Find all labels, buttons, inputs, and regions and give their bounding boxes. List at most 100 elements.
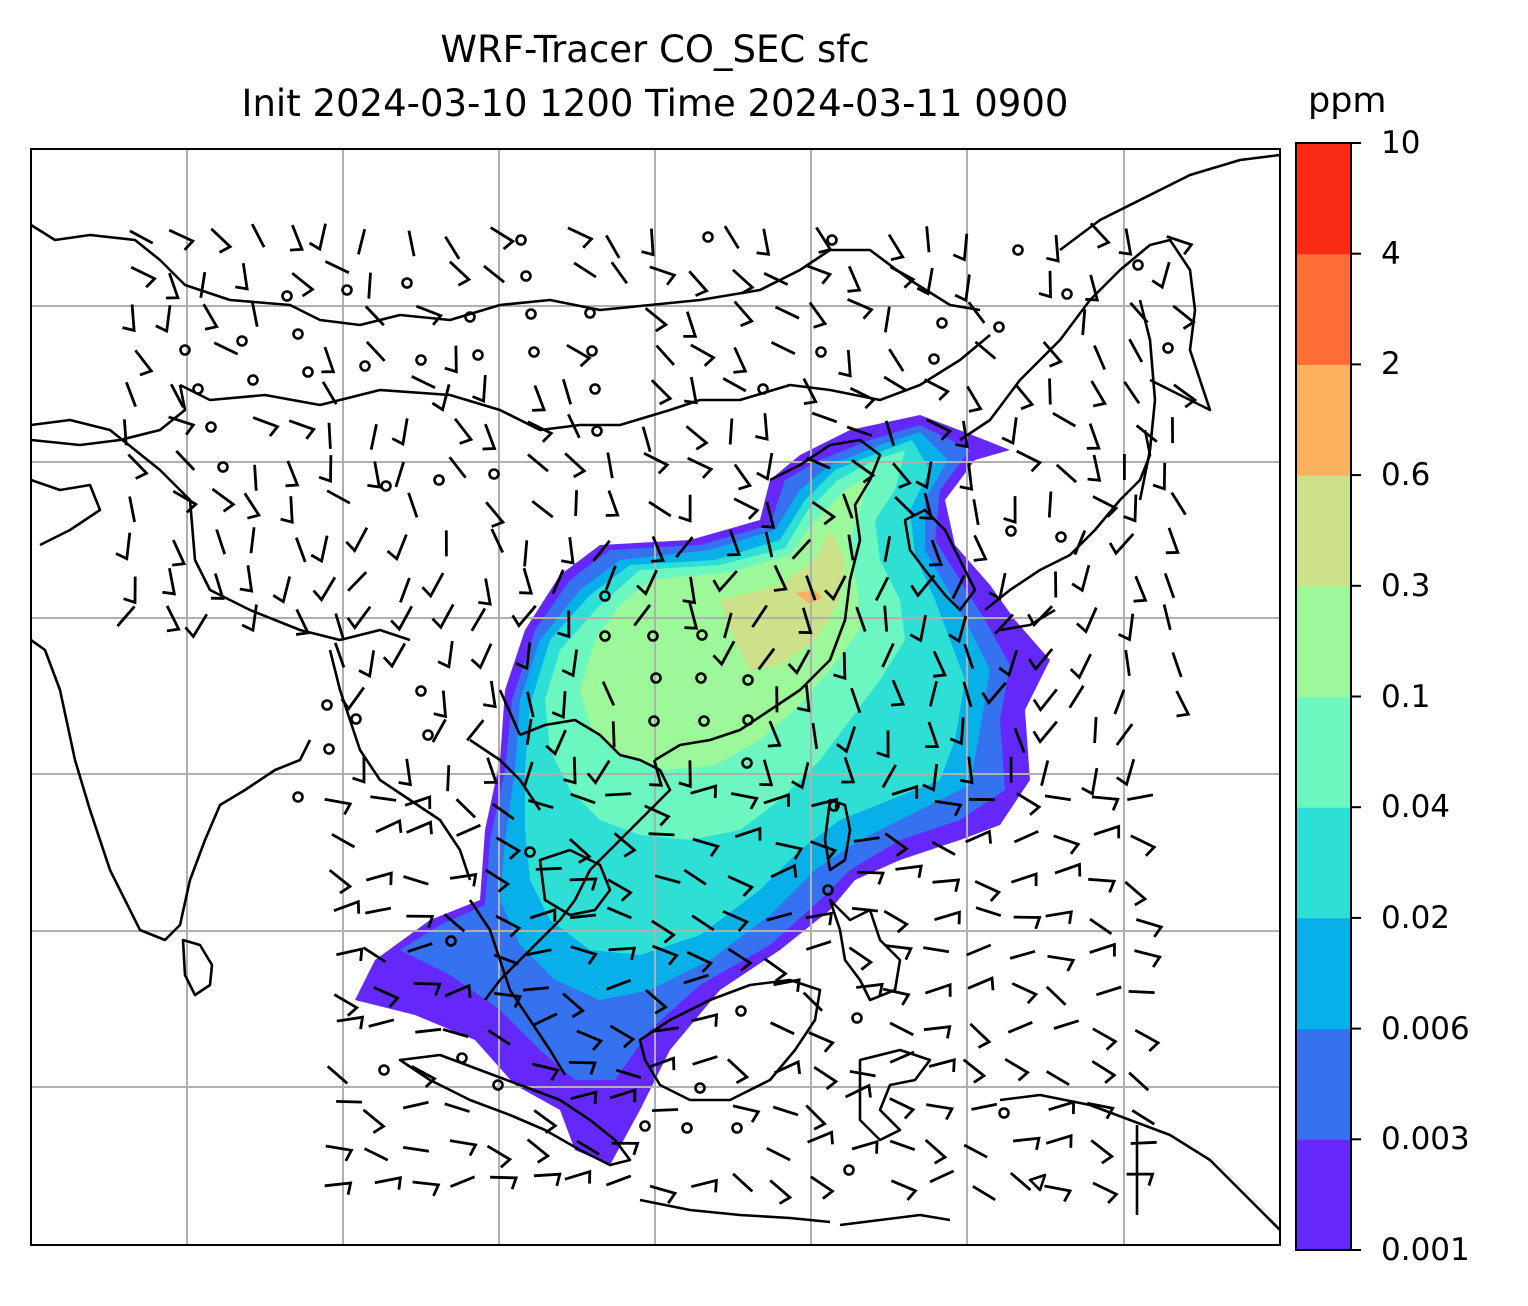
wind-barb — [202, 303, 219, 331]
wind-barb — [250, 300, 259, 327]
wind-barb — [691, 914, 715, 932]
wind-barb — [948, 615, 968, 644]
wind-barb — [442, 1028, 469, 1039]
wind-barb — [910, 574, 936, 598]
wind-barb — [370, 795, 397, 802]
wind-barb — [1130, 1140, 1157, 1145]
wind-barb — [851, 1139, 879, 1154]
wind-barb — [723, 612, 733, 639]
field-band-0.1 — [580, 475, 870, 770]
wind-barb — [485, 868, 511, 893]
wind-barb — [1163, 572, 1176, 599]
wind-barb — [123, 576, 137, 605]
wind-barb — [1093, 824, 1121, 839]
wind-barb — [557, 610, 571, 639]
wind-barb — [605, 1174, 632, 1187]
wind-barb — [733, 300, 755, 328]
wind-barb — [1091, 1060, 1117, 1084]
wind-barb — [431, 718, 447, 743]
wind-barb — [295, 608, 311, 636]
wind-barb — [805, 1104, 828, 1131]
calm-wind-marker — [456, 1052, 468, 1064]
wind-barb — [774, 305, 800, 320]
wind-barb — [733, 346, 748, 374]
wind-barb — [122, 304, 136, 333]
wind-barb — [567, 413, 581, 439]
wind-barb — [836, 726, 857, 754]
wind-barb — [1124, 649, 1131, 676]
wind-barb — [491, 802, 515, 821]
wind-barb — [252, 416, 280, 437]
colorbar-tick-label: 0.02 — [1381, 899, 1451, 936]
wind-barb — [573, 261, 597, 279]
wind-barb — [569, 913, 597, 920]
wind-barb — [495, 836, 522, 860]
wind-barb — [767, 720, 782, 748]
wind-barb — [732, 1172, 754, 1193]
wind-barb — [648, 500, 672, 518]
wind-barb — [856, 870, 885, 885]
wind-barb — [449, 1139, 478, 1157]
wind-barb — [523, 540, 529, 567]
wind-barb — [532, 1012, 558, 1027]
wind-barb — [848, 946, 874, 971]
wind-barb — [1131, 1109, 1156, 1126]
wind-barb — [1087, 454, 1102, 482]
wind-barb — [373, 986, 400, 1008]
wind-barb — [1040, 760, 1050, 787]
wind-barb — [998, 649, 1019, 678]
wind-barb — [568, 838, 592, 864]
wind-barb — [685, 425, 709, 451]
wind-barb — [533, 1172, 562, 1187]
wind-barb — [1092, 1181, 1119, 1204]
colorbar-tick-label: 0.6 — [1381, 457, 1431, 494]
wind-barb — [770, 341, 796, 355]
wind-barb — [369, 423, 378, 450]
wind-barb — [650, 535, 666, 563]
colorbar-swatch — [1296, 475, 1351, 587]
wind-barb — [1048, 378, 1052, 405]
wind-barb — [1053, 1019, 1080, 1030]
calm-wind-marker — [650, 672, 662, 684]
wind-barb — [531, 500, 554, 519]
calm-wind-marker — [247, 374, 259, 386]
coastline-new-guinea — [999, 1093, 1280, 1231]
calm-wind-marker — [492, 1079, 504, 1091]
wind-barb — [1014, 383, 1035, 411]
wind-barb — [972, 1185, 996, 1201]
wind-barb — [643, 452, 670, 475]
wind-barb — [605, 978, 632, 991]
colorbar-swatch — [1296, 585, 1351, 697]
wind-barb — [367, 272, 372, 299]
wind-barb — [756, 228, 771, 256]
wind-barb — [769, 1179, 793, 1205]
wind-barb — [974, 340, 997, 360]
wind-barb — [810, 1175, 835, 1200]
wind-barb — [235, 262, 249, 291]
wind-barb — [605, 490, 620, 517]
wind-barb — [522, 986, 550, 992]
wind-barb — [611, 721, 616, 748]
wind-barb — [1044, 794, 1072, 802]
wind-barb — [925, 418, 953, 441]
wind-barb — [909, 614, 927, 643]
wind-barb — [407, 942, 433, 953]
wind-barb — [641, 426, 652, 453]
wind-barb — [727, 875, 755, 897]
wind-barb — [453, 417, 474, 445]
wind-barb — [874, 576, 890, 602]
wind-barb — [1165, 527, 1180, 555]
calm-wind-marker — [401, 277, 413, 289]
wind-barb — [850, 687, 862, 714]
wind-barb — [134, 349, 154, 377]
wind-barb — [362, 946, 387, 963]
wind-barb — [455, 798, 477, 819]
coastline-china-east — [654, 438, 882, 762]
calm-wind-marker — [464, 311, 476, 323]
calm-wind-marker — [472, 349, 484, 361]
wind-barb — [199, 271, 207, 299]
wind-barb — [406, 820, 433, 835]
wind-barb — [728, 418, 734, 445]
wind-barb — [437, 640, 454, 669]
wind-barb — [925, 1103, 955, 1121]
